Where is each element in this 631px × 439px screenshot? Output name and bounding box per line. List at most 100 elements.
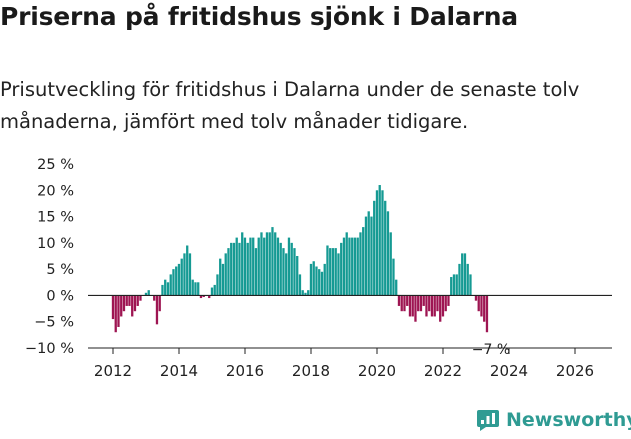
bar xyxy=(235,237,238,296)
bar xyxy=(455,274,458,296)
bar xyxy=(419,295,423,312)
bar xyxy=(265,232,269,296)
x-tick-label: 2026 xyxy=(556,362,594,380)
bar xyxy=(296,256,299,296)
chart-subtitle: Prisutveckling för fritidshus i Dalarna … xyxy=(0,78,580,133)
bar xyxy=(158,295,161,312)
bar xyxy=(120,295,123,317)
bar xyxy=(395,279,398,296)
bar xyxy=(285,253,288,296)
bar xyxy=(447,295,450,306)
bar xyxy=(406,295,409,306)
bar xyxy=(279,242,282,296)
bar xyxy=(219,258,222,296)
bar xyxy=(276,237,280,296)
bar xyxy=(241,232,244,296)
bar xyxy=(177,263,181,296)
bar xyxy=(375,190,379,296)
x-tick-label: 2014 xyxy=(160,362,198,380)
bar xyxy=(392,258,395,296)
bar xyxy=(183,253,186,296)
bar xyxy=(301,290,304,296)
bar xyxy=(430,295,434,317)
bar xyxy=(315,266,318,296)
bar xyxy=(230,242,233,296)
bar xyxy=(232,242,236,296)
bar xyxy=(139,295,142,301)
bar xyxy=(353,237,357,296)
bar xyxy=(444,295,447,312)
bar xyxy=(439,295,442,322)
bar xyxy=(133,295,137,312)
bar xyxy=(359,232,362,296)
bar xyxy=(252,237,255,296)
x-tick-label: 2012 xyxy=(94,362,132,380)
bar xyxy=(425,295,428,317)
y-tick-label: 0 % xyxy=(46,288,74,304)
bar xyxy=(348,237,351,296)
bar xyxy=(274,232,277,296)
y-tick-label: −5 % xyxy=(34,315,74,331)
bars xyxy=(111,185,489,333)
x-tick-label: 2022 xyxy=(424,362,462,380)
bar xyxy=(370,216,373,296)
bar xyxy=(411,295,414,317)
bar xyxy=(144,292,148,296)
y-axis: 25 % 20 % 15 % 10 % 5 % 0 % −5 % −10 % xyxy=(25,157,74,357)
y-tick-label: 10 % xyxy=(37,236,74,252)
bar xyxy=(287,237,291,296)
x-tick-label: 2024 xyxy=(490,362,528,380)
bar xyxy=(186,245,189,296)
bar xyxy=(337,253,340,296)
bar xyxy=(180,258,183,296)
bar xyxy=(210,287,214,296)
bar xyxy=(466,263,469,296)
bar xyxy=(111,295,115,320)
bar xyxy=(249,237,252,296)
bar xyxy=(450,277,453,296)
bar xyxy=(334,248,337,296)
bar xyxy=(175,266,178,296)
bar xyxy=(428,295,431,312)
bar xyxy=(246,242,249,296)
bar xyxy=(155,295,159,325)
bar xyxy=(197,282,200,296)
bar xyxy=(400,295,403,312)
bar xyxy=(331,248,335,296)
bar xyxy=(268,232,271,296)
last-value-label: −7 % xyxy=(472,342,510,358)
bar xyxy=(436,295,439,312)
bar xyxy=(122,295,126,312)
bar xyxy=(202,295,205,298)
bar xyxy=(340,242,343,296)
bar xyxy=(304,292,307,296)
brand-name: Newsworthy xyxy=(506,409,631,431)
bar xyxy=(309,263,313,296)
bar xyxy=(199,295,203,299)
bar xyxy=(384,200,387,296)
bar xyxy=(414,295,417,322)
bar xyxy=(169,274,172,296)
brand: Newsworthy xyxy=(476,407,631,433)
bar xyxy=(318,269,321,296)
bar xyxy=(221,263,225,296)
bar xyxy=(282,248,285,296)
bar xyxy=(458,263,461,296)
bar xyxy=(373,200,376,296)
bar xyxy=(422,295,425,306)
bar xyxy=(362,227,365,296)
y-tick-label: −10 % xyxy=(25,341,74,357)
bar xyxy=(389,232,392,296)
bar xyxy=(136,295,139,306)
bar xyxy=(342,237,346,296)
bar xyxy=(364,216,368,296)
bar xyxy=(367,211,370,296)
bar xyxy=(114,295,117,333)
bar xyxy=(227,248,230,296)
bar-chart: 25 % 20 % 15 % 10 % 5 % 0 % −5 % −10 % 2012 2014… xyxy=(25,157,612,380)
bar xyxy=(147,290,150,296)
bar xyxy=(307,290,310,296)
y-tick-label: 25 % xyxy=(37,157,74,173)
bar xyxy=(351,237,354,296)
bar xyxy=(153,295,156,301)
